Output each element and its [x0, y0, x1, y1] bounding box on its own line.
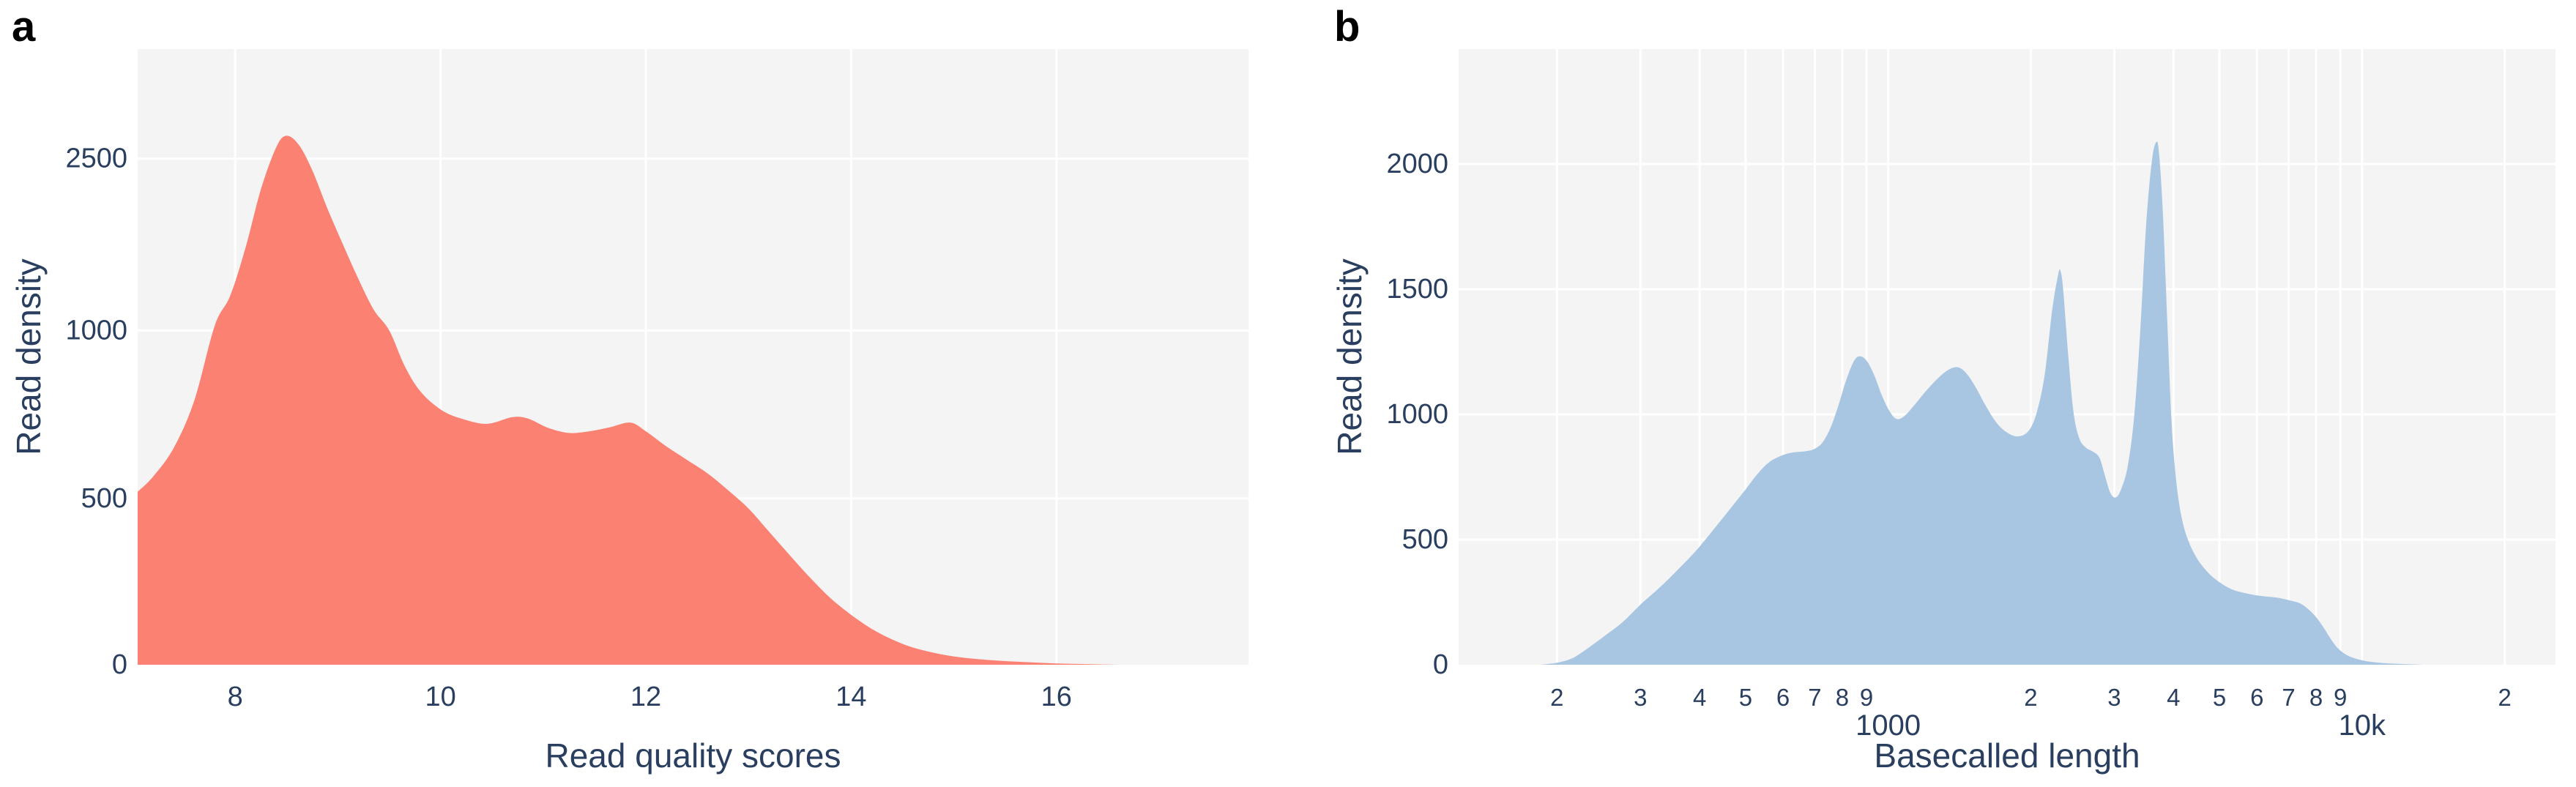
x-tick-label: 7: [2282, 684, 2295, 711]
x-tick-label: 2: [2498, 684, 2511, 711]
x-tick-label: 8: [2309, 684, 2323, 711]
x-tick-label: 7: [1808, 684, 1821, 711]
x-axis-title: Read quality scores: [546, 736, 841, 775]
x-tick-label: 9: [1860, 684, 1873, 711]
y-tick-label: 2500: [65, 143, 127, 174]
x-tick-label: 4: [2167, 684, 2180, 711]
y-tick-label: 1000: [65, 315, 127, 346]
x-tick-label: 8: [228, 682, 243, 712]
panel-a-letter: a: [12, 3, 36, 51]
x-tick-label: 8: [1836, 684, 1849, 711]
y-tick-label: 2000: [1386, 149, 1448, 179]
x-tick-label: 1000: [1855, 709, 1921, 742]
x-tick-label: 3: [1634, 684, 1647, 711]
x-tick-label: 6: [2250, 684, 2263, 711]
x-tick-label: 14: [835, 682, 866, 712]
density-area: [138, 135, 1118, 665]
y-tick-label: 0: [1433, 649, 1448, 680]
y-tick-label: 0: [112, 649, 127, 680]
x-tick-label: 16: [1041, 682, 1072, 712]
x-tick-label: 10: [425, 682, 455, 712]
x-axis-title: Basecalled length: [1874, 736, 2140, 775]
x-tick-label: 5: [2213, 684, 2226, 711]
x-tick-label: 6: [1776, 684, 1790, 711]
y-tick-label: 1500: [1386, 274, 1448, 305]
x-tick-label: 12: [630, 682, 661, 712]
panel-b-letter: b: [1334, 3, 1360, 51]
x-tick-label: 4: [1693, 684, 1706, 711]
x-tick-label: 10k: [2339, 709, 2386, 742]
x-tick-label: 2: [2024, 684, 2037, 711]
y-tick-label: 500: [1402, 524, 1448, 555]
y-tick-label: 500: [81, 483, 127, 514]
y-axis-title: Read density: [10, 258, 48, 455]
density-area: [1541, 141, 2424, 665]
x-tick-label: 5: [1739, 684, 1752, 711]
x-tick-label: 9: [2334, 684, 2347, 711]
x-tick-label: 3: [2107, 684, 2121, 711]
y-tick-label: 1000: [1386, 399, 1448, 430]
y-axis-title: Read density: [1330, 258, 1369, 455]
x-tick-label: 2: [1550, 684, 1563, 711]
panel-a-chart: 0 500 1000 2500 8 10 12 14 16 Read quality scores…: [10, 49, 1248, 775]
